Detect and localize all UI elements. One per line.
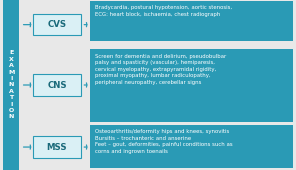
Text: Screen for dementia and delirium, pseudobulbar
palsy and spasticity (vascular), : Screen for dementia and delirium, pseudo… (95, 54, 226, 85)
FancyBboxPatch shape (90, 1, 293, 41)
Text: MSS: MSS (47, 143, 67, 151)
FancyBboxPatch shape (33, 74, 81, 96)
Text: Osteoarthritis/deformity hips and knees, synovitis
Bursitis – trochanteric and a: Osteoarthritis/deformity hips and knees,… (95, 129, 232, 154)
FancyBboxPatch shape (90, 49, 293, 122)
FancyBboxPatch shape (90, 125, 293, 168)
Text: Bradycardia, postural hypotension, aortic stenosis,
ECG: heart block, ischaemia,: Bradycardia, postural hypotension, aorti… (95, 5, 232, 17)
Text: CNS: CNS (47, 81, 67, 89)
FancyBboxPatch shape (3, 0, 19, 170)
Text: E
X
A
M
I
N
A
T
I
O
N: E X A M I N A T I O N (8, 50, 14, 120)
FancyBboxPatch shape (33, 136, 81, 158)
Text: CVS: CVS (47, 20, 67, 29)
FancyBboxPatch shape (33, 14, 81, 35)
